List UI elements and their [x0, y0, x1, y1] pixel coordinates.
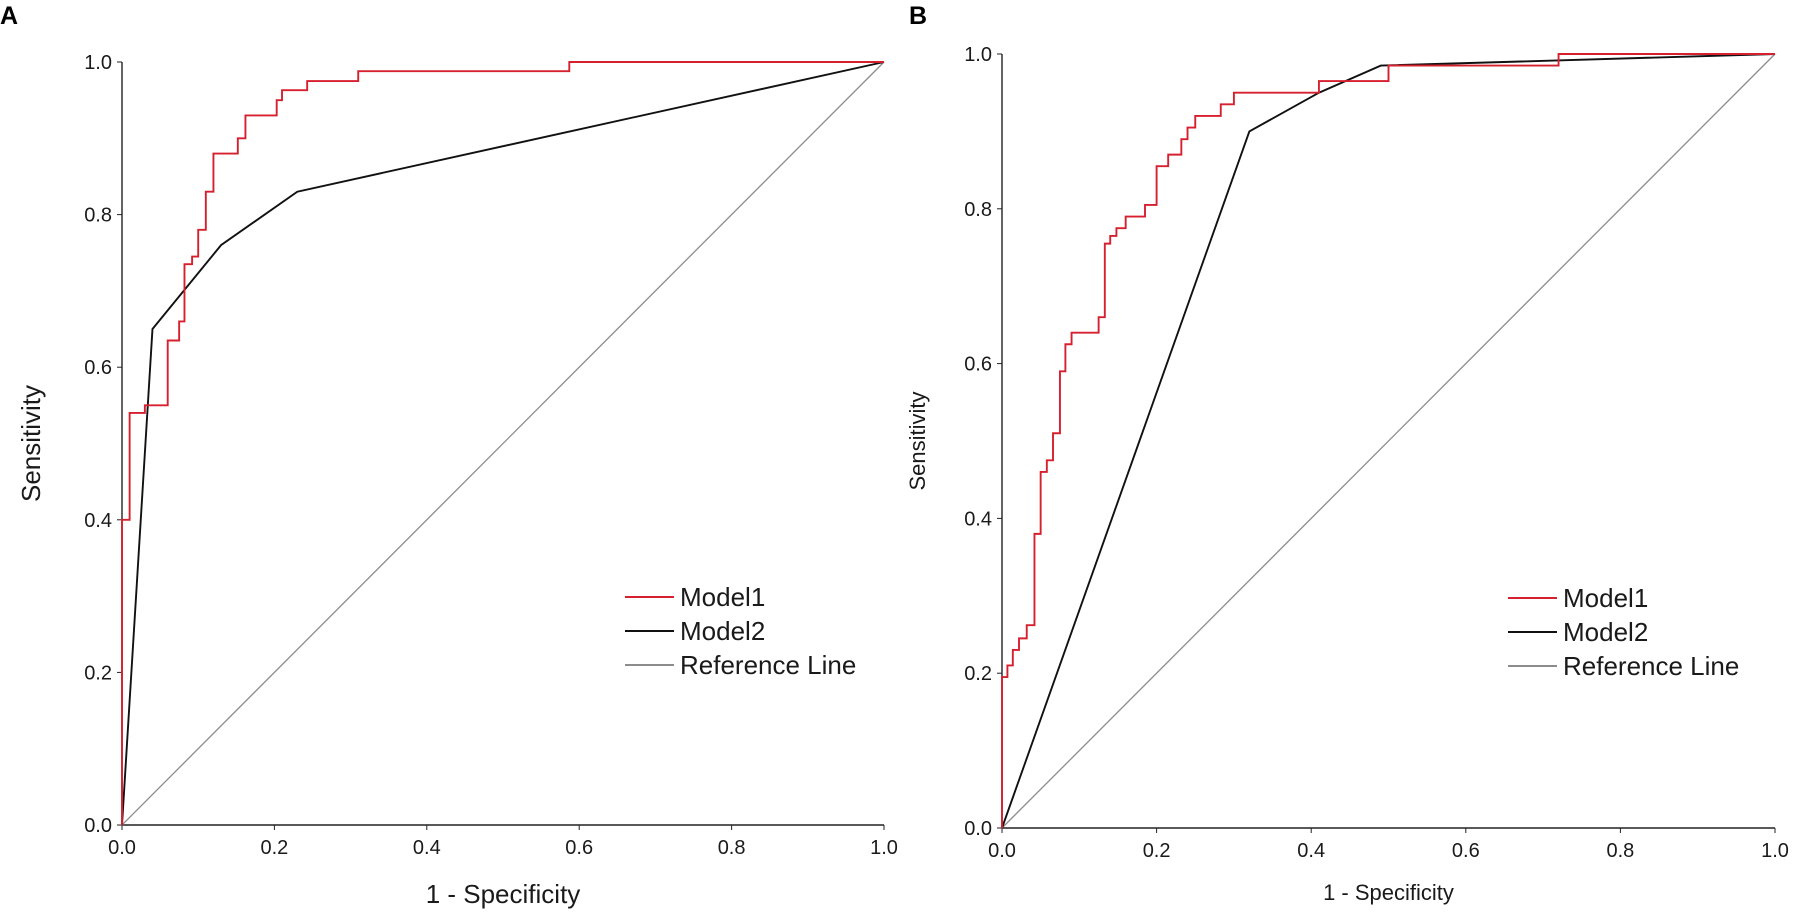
x-tick-label: 1.0 — [870, 837, 898, 859]
legend-label-model1: Model1 — [680, 582, 765, 612]
series-reference-line-line — [121, 61, 885, 826]
x-tick-label: 0.4 — [413, 837, 441, 859]
x-axis-title: 1 - Specificity — [1323, 880, 1454, 905]
series-model1-line — [1001, 53, 1775, 828]
series-reference-line-line — [1001, 53, 1776, 829]
panel-letter-a: A — [0, 2, 18, 30]
legend-label-reference-line: Reference Line — [1563, 651, 1739, 681]
panel-a: A 0.0 0.2 0.4 0.6 0.8 1.0 0.0 0.2 0.4 0.6 0.8 1.0 1 -… — [0, 2, 898, 909]
x-tick-label: 0.8 — [1606, 840, 1634, 862]
series-model2-line — [121, 61, 885, 826]
legend-label-reference-line: Reference Line — [680, 650, 856, 680]
legend: Model1 Model2 Reference Line — [1508, 583, 1739, 681]
legend-label-model1: Model1 — [1563, 583, 1648, 613]
x-tick-label: 0.8 — [718, 837, 746, 859]
x-tick-label: 0.4 — [1297, 840, 1325, 862]
y-axis-title: Sensitivity — [16, 385, 46, 502]
y-tick-label: 0.4 — [964, 508, 992, 530]
x-tick-label: 0.2 — [1143, 840, 1171, 862]
panel-letter-b: B — [909, 2, 927, 30]
y-axis-title: Sensitivity — [905, 391, 930, 490]
y-tick-label: 0.0 — [84, 815, 112, 837]
y-tick-label: 0.8 — [964, 199, 992, 221]
y-tick-label: 1.0 — [964, 44, 992, 66]
x-tick-label: 0.0 — [988, 840, 1016, 862]
y-tick-label: 0.6 — [964, 354, 992, 376]
y-tick-label: 0.6 — [84, 357, 112, 379]
x-tick-label: 0.6 — [565, 837, 593, 859]
x-tick-label: 0.0 — [108, 837, 136, 859]
y-tick-label: 0.8 — [84, 205, 112, 227]
x-tick-label: 0.6 — [1452, 840, 1480, 862]
x-tick-label: 0.2 — [260, 837, 288, 859]
x-axis-title: 1 - Specificity — [426, 879, 581, 909]
y-tick-label: 0.2 — [84, 662, 112, 684]
legend-label-model2: Model2 — [1563, 617, 1648, 647]
panel-b: B 0.0 0.2 0.4 0.6 0.8 1.0 0.0 0.2 0.4 0.6 0.8 1.0 1 -… — [905, 2, 1789, 905]
legend-label-model2: Model2 — [680, 616, 765, 646]
x-tick-label: 1.0 — [1761, 840, 1789, 862]
legend: Model1 Model2 Reference Line — [625, 582, 856, 680]
series-model1-line — [121, 61, 884, 825]
y-tick-label: 0.4 — [84, 510, 112, 532]
y-tick-label: 0.2 — [964, 663, 992, 685]
y-tick-label: 0.0 — [964, 818, 992, 840]
y-tick-label: 1.0 — [84, 52, 112, 74]
